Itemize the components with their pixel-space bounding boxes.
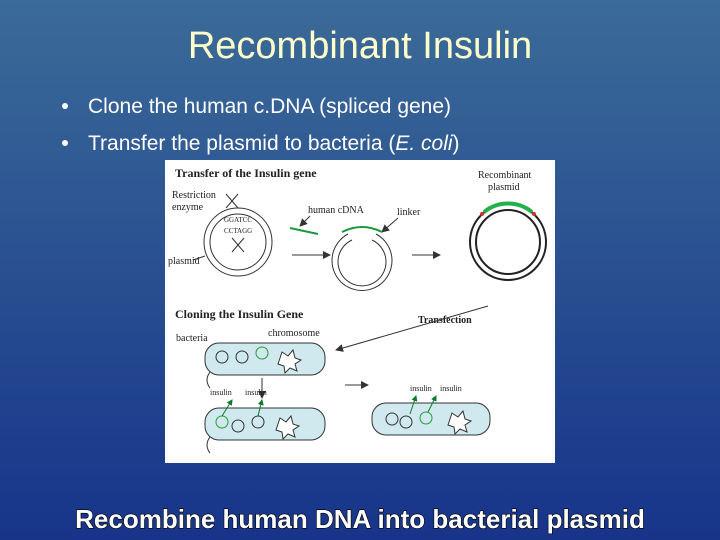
label: human cDNA <box>308 205 365 216</box>
open-plasmid <box>337 239 387 287</box>
bacterium <box>204 342 326 389</box>
label: enzyme <box>172 202 204 213</box>
bacterium <box>371 395 491 436</box>
label: bacteria <box>176 333 208 344</box>
label: Restriction <box>172 190 216 201</box>
bullet-dot <box>62 140 68 146</box>
label: Cloning the Insulin Gene <box>175 307 304 321</box>
figure: Transfer of the Insulin gene Restriction… <box>165 160 555 463</box>
insert <box>341 226 383 233</box>
label: plasmid <box>488 182 520 193</box>
recombinant-inner <box>475 209 541 275</box>
label: CCTAGG <box>224 227 252 235</box>
open-plasmid <box>331 233 393 291</box>
label: insulin <box>440 384 462 393</box>
bullet-italic: E. coli <box>395 132 454 155</box>
label: GGATCC <box>224 216 252 224</box>
title: Recombinant Insulin <box>188 25 532 67</box>
plasmid-outer <box>203 207 273 277</box>
bullet: Clone the human c.DNA (spliced gene) <box>88 95 451 118</box>
label: chromosome <box>268 328 320 339</box>
plasmid-inner <box>209 213 267 271</box>
label: Transfer of the Insulin gene <box>175 166 317 180</box>
label: Transfection <box>418 315 472 326</box>
scissors <box>225 193 245 253</box>
bullet-text: Transfer the plasmid to bacteria ( <box>88 132 395 155</box>
bacterium <box>204 399 326 454</box>
linker-mark <box>532 212 536 216</box>
caption: Recombine human DNA into bacterial plasm… <box>75 504 645 534</box>
label: plasmid <box>168 256 200 267</box>
bullet-dot <box>62 103 68 109</box>
label: insulin <box>210 388 232 397</box>
bullet: Transfer the plasmid to bacteria (E. col… <box>88 132 460 155</box>
bullet-text: ) <box>453 132 460 155</box>
linker-mark <box>480 212 484 216</box>
label: linker <box>397 207 421 218</box>
label: Recombinant <box>478 170 532 181</box>
label: insulin <box>245 388 267 397</box>
label: insulin <box>410 384 432 393</box>
insert <box>482 201 534 214</box>
